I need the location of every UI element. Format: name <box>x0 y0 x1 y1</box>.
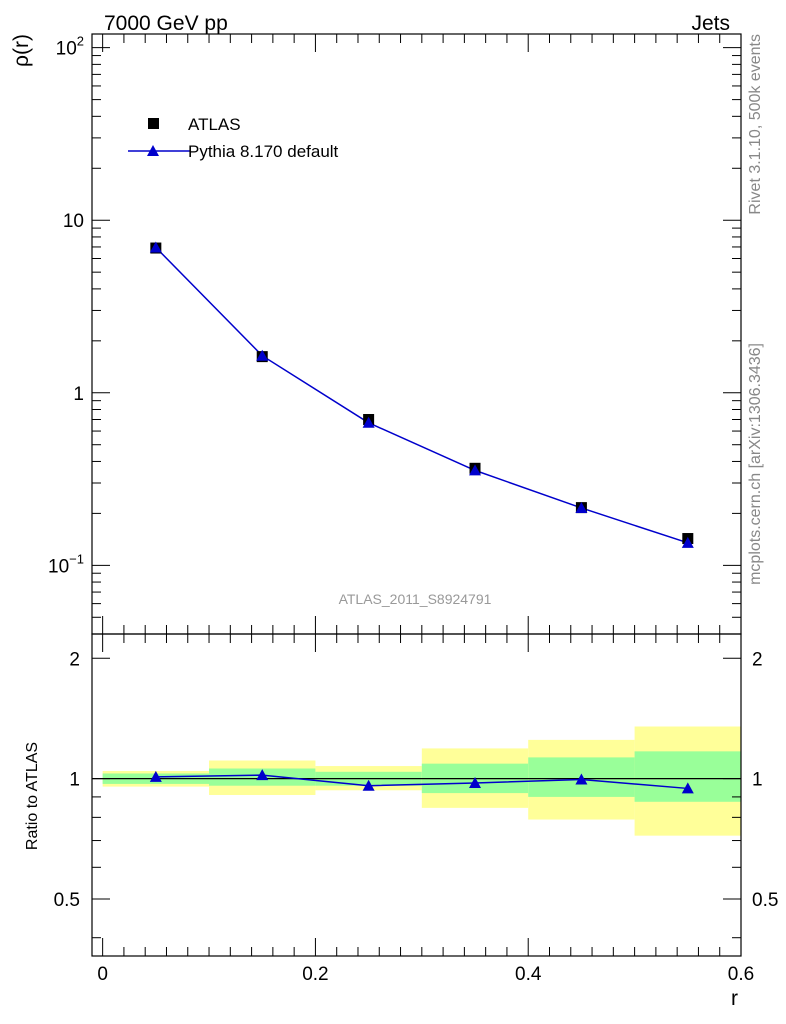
ratio-y-tick-label-right: 1 <box>752 770 763 791</box>
ratio-panel-tick-labels: 0.5 0.5 1 1 2 2 0 0.2 0.4 0.6 <box>54 649 779 985</box>
ratio-y-tick-label: 2 <box>69 649 80 670</box>
pythia-data-point <box>362 416 375 428</box>
ratio-panel-marks <box>149 769 694 794</box>
pythia-data-point <box>681 536 694 548</box>
legend-pythia-marker <box>147 145 159 156</box>
main-y-axis-label: ρ(r) <box>10 34 33 67</box>
header-left-label: 7000 GeV pp <box>104 12 228 35</box>
watermark-label: ATLAS_2011_S8924791 <box>339 591 492 607</box>
ratio-y-tick-label: 0.5 <box>54 890 80 911</box>
legend: ATLAS Pythia 8.170 default <box>128 115 339 161</box>
ratio-y-axis-label: Ratio to ATLAS <box>24 742 41 850</box>
ratio-pythia-line <box>155 774 688 790</box>
main-panel-marks <box>149 241 694 548</box>
pythia-line <box>155 246 689 544</box>
main-y-tick-label: 1 <box>73 384 84 405</box>
rivet-version-label: Rivet 3.1.10, 500k events <box>747 34 764 215</box>
x-tick-label: 0.2 <box>302 964 328 985</box>
header-right-label: Jets <box>691 12 730 35</box>
pythia-data-point <box>149 241 162 253</box>
x-axis-label: r <box>731 987 738 1010</box>
source-label: mcplots.cern.ch [arXiv:1306.3436] <box>747 343 764 585</box>
ratio-y-tick-label-right: 2 <box>752 649 763 670</box>
main-panel-ticks <box>92 34 742 635</box>
legend-pythia-label: Pythia 8.170 default <box>188 142 339 161</box>
legend-atlas-label: ATLAS <box>188 115 241 134</box>
ratio-pythia-point <box>469 777 482 789</box>
ratio-pythia-point <box>362 779 375 791</box>
ratio-panel-frame <box>91 633 742 957</box>
main-y-tick-exponent: 2 <box>77 34 84 49</box>
ratio-pythia-point <box>256 769 269 781</box>
ratio-pythia-point <box>681 782 694 794</box>
main-y-tick-label: 10 <box>63 211 84 232</box>
x-tick-label: 0.4 <box>515 964 542 985</box>
legend-atlas-marker <box>148 118 159 129</box>
ratio-pythia-point <box>149 770 162 782</box>
pythia-data-point <box>256 349 269 361</box>
x-tick-label: 0 <box>97 964 108 985</box>
ratio-y-tick-label-right: 0.5 <box>752 890 778 911</box>
pythia-data-point <box>575 501 588 513</box>
stat-uncertainty-band <box>634 751 741 802</box>
ratio-y-tick-label: 1 <box>69 770 80 791</box>
x-tick-label: 0.6 <box>728 964 754 985</box>
ratio-pythia-point <box>575 773 588 785</box>
main-y-tick-exponent: −1 <box>69 551 84 566</box>
pythia-data-point <box>469 464 482 476</box>
